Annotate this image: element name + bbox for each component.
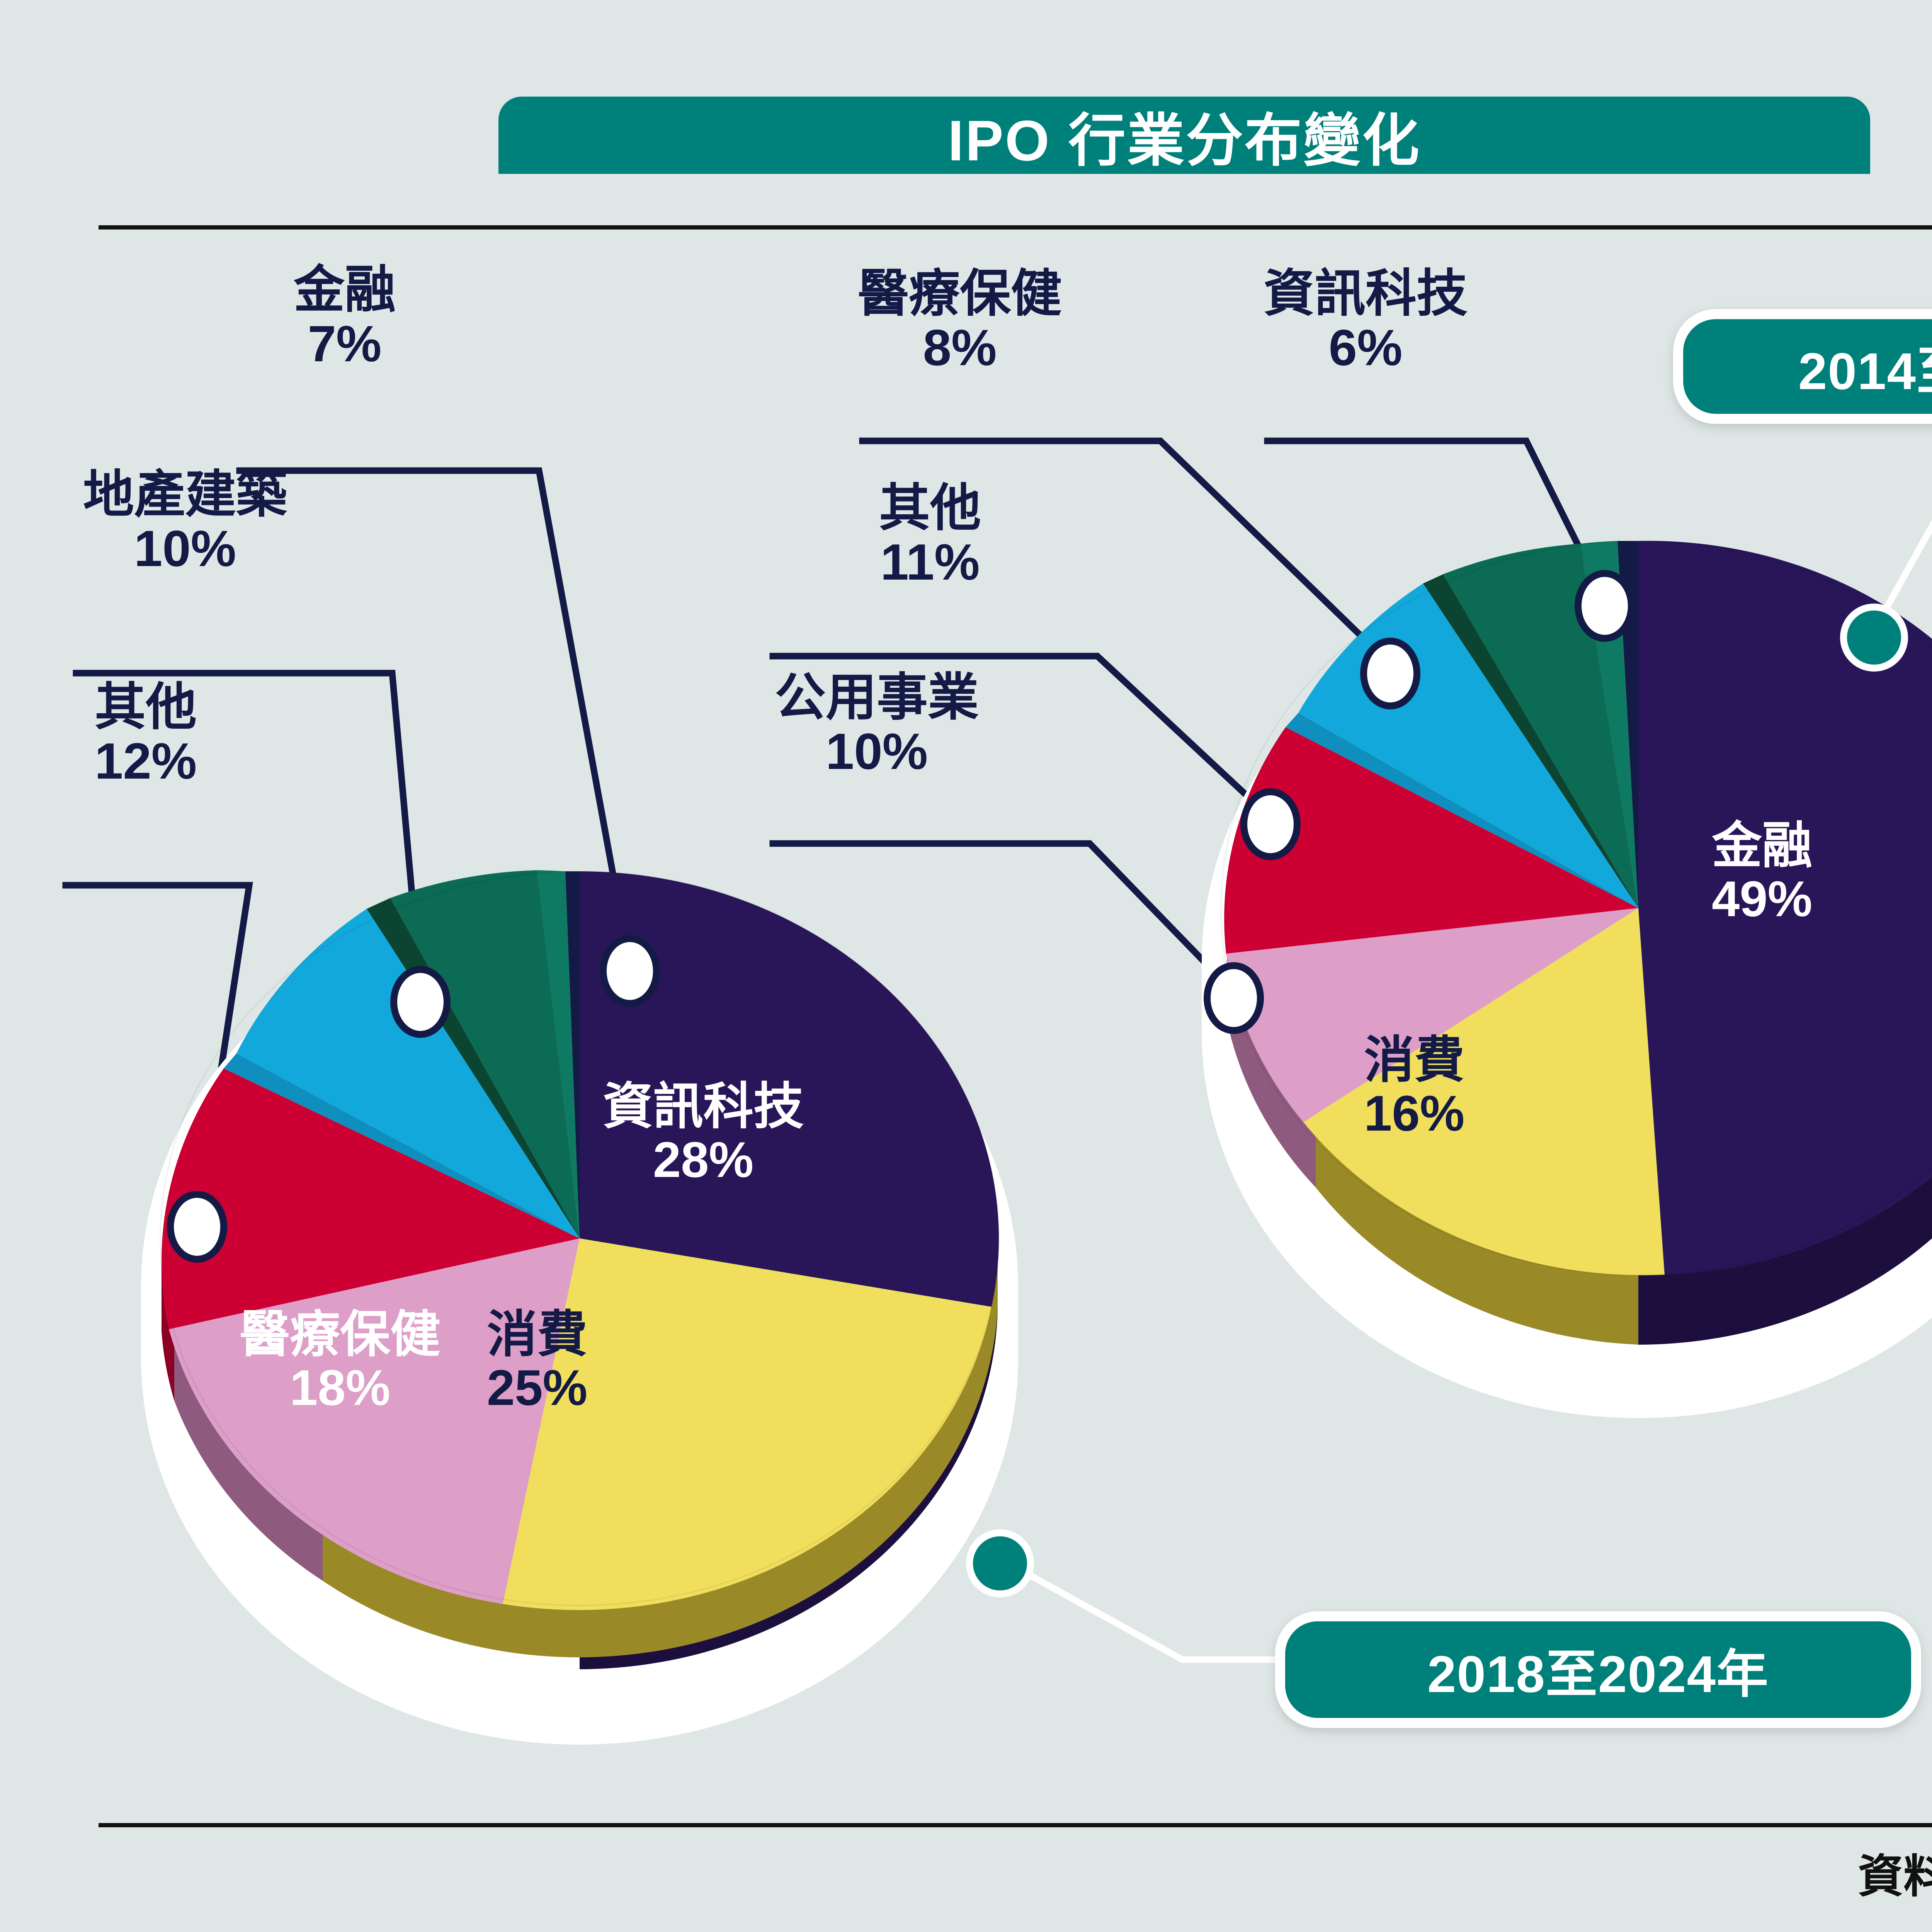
- slice-label-finance: 金融 49%: [1712, 819, 1812, 926]
- callout-value: 8%: [923, 319, 997, 376]
- header-band: IPO 行業分布變化: [498, 97, 1870, 174]
- slice-label-value: 16%: [1364, 1085, 1465, 1141]
- callout-value: 6%: [1328, 319, 1403, 376]
- slice-label-value: 25%: [487, 1359, 588, 1416]
- callout-label: 資訊科技: [1264, 265, 1468, 322]
- marker-left-finance[interactable]: [600, 935, 660, 1007]
- period-badge-2018-2024[interactable]: 2018至2024年: [1275, 1611, 1921, 1728]
- slice-label-name: 消費: [487, 1306, 588, 1362]
- callout-label: 金融: [294, 261, 396, 318]
- period-badge-label: 2014至2017年: [1798, 342, 1932, 400]
- slice-label-name: 金融: [1712, 817, 1813, 874]
- slice-label-it: 資訊科技 28%: [603, 1080, 804, 1187]
- bottom-divider: [99, 1823, 1932, 1827]
- callout-left-other: 其他 12%: [95, 680, 197, 788]
- marker-right-other[interactable]: [1240, 788, 1301, 860]
- slice-label-name: 消費: [1364, 1032, 1465, 1088]
- slice-label-consumer: 消費 16%: [1364, 1032, 1465, 1141]
- page-title: IPO 行業分布變化: [947, 109, 1421, 173]
- slice-label-name: 資訊科技: [603, 1078, 804, 1134]
- slice-label-health: 醫療保健 18%: [240, 1308, 440, 1415]
- callout-label: 其他: [95, 679, 197, 735]
- pie-chart-2014-2017: 金融 49% 消費 16%: [1155, 540, 1932, 1453]
- callout-label: 其他: [879, 480, 981, 536]
- callout-value: 11%: [880, 533, 980, 590]
- source-note: 資料來源：港交所: [1857, 1851, 1932, 1902]
- callout-value: 12%: [95, 732, 197, 789]
- period-badge-2014-2017[interactable]: 2014至2017年: [1673, 309, 1932, 424]
- slice-label-value: 28%: [653, 1131, 754, 1188]
- callout-value: 10%: [825, 723, 928, 780]
- slice-label-name: 醫療保健: [240, 1306, 441, 1362]
- marker-left-other[interactable]: [167, 1191, 227, 1263]
- callout-left-property: 地產建築 10%: [83, 468, 287, 576]
- marker-left-property[interactable]: [390, 966, 451, 1038]
- callout-right-other: 其他 11%: [879, 481, 981, 589]
- marker-right-it[interactable]: [1575, 570, 1635, 642]
- callout-right-health: 醫療保健 8%: [858, 267, 1062, 375]
- slice-label-value: 18%: [289, 1359, 391, 1416]
- marker-badge-2018[interactable]: [966, 1529, 1034, 1597]
- pie-chart-2018-2024: 資訊科技 28% 消費 25% 醫療保健 18%: [97, 869, 1063, 1789]
- callout-label: 地產建築: [83, 466, 287, 523]
- top-divider: [99, 225, 1932, 230]
- slice-label-consumer: 消費 25%: [487, 1308, 587, 1415]
- marker-right-health[interactable]: [1360, 638, 1420, 709]
- callout-left-finance: 金融 7%: [294, 263, 396, 371]
- callout-value: 7%: [308, 315, 382, 372]
- slice-label-value: 49%: [1712, 870, 1813, 927]
- marker-badge-2014[interactable]: [1840, 604, 1908, 672]
- callout-right-it: 資訊科技 6%: [1264, 267, 1468, 375]
- period-badge-label: 2018至2024年: [1427, 1646, 1769, 1703]
- callout-label: 醫療保健: [858, 265, 1062, 322]
- marker-right-utility[interactable]: [1204, 962, 1264, 1034]
- callout-value: 10%: [134, 520, 236, 577]
- callout-right-utility: 公用事業 10%: [775, 670, 979, 779]
- callout-label: 公用事業: [775, 669, 979, 726]
